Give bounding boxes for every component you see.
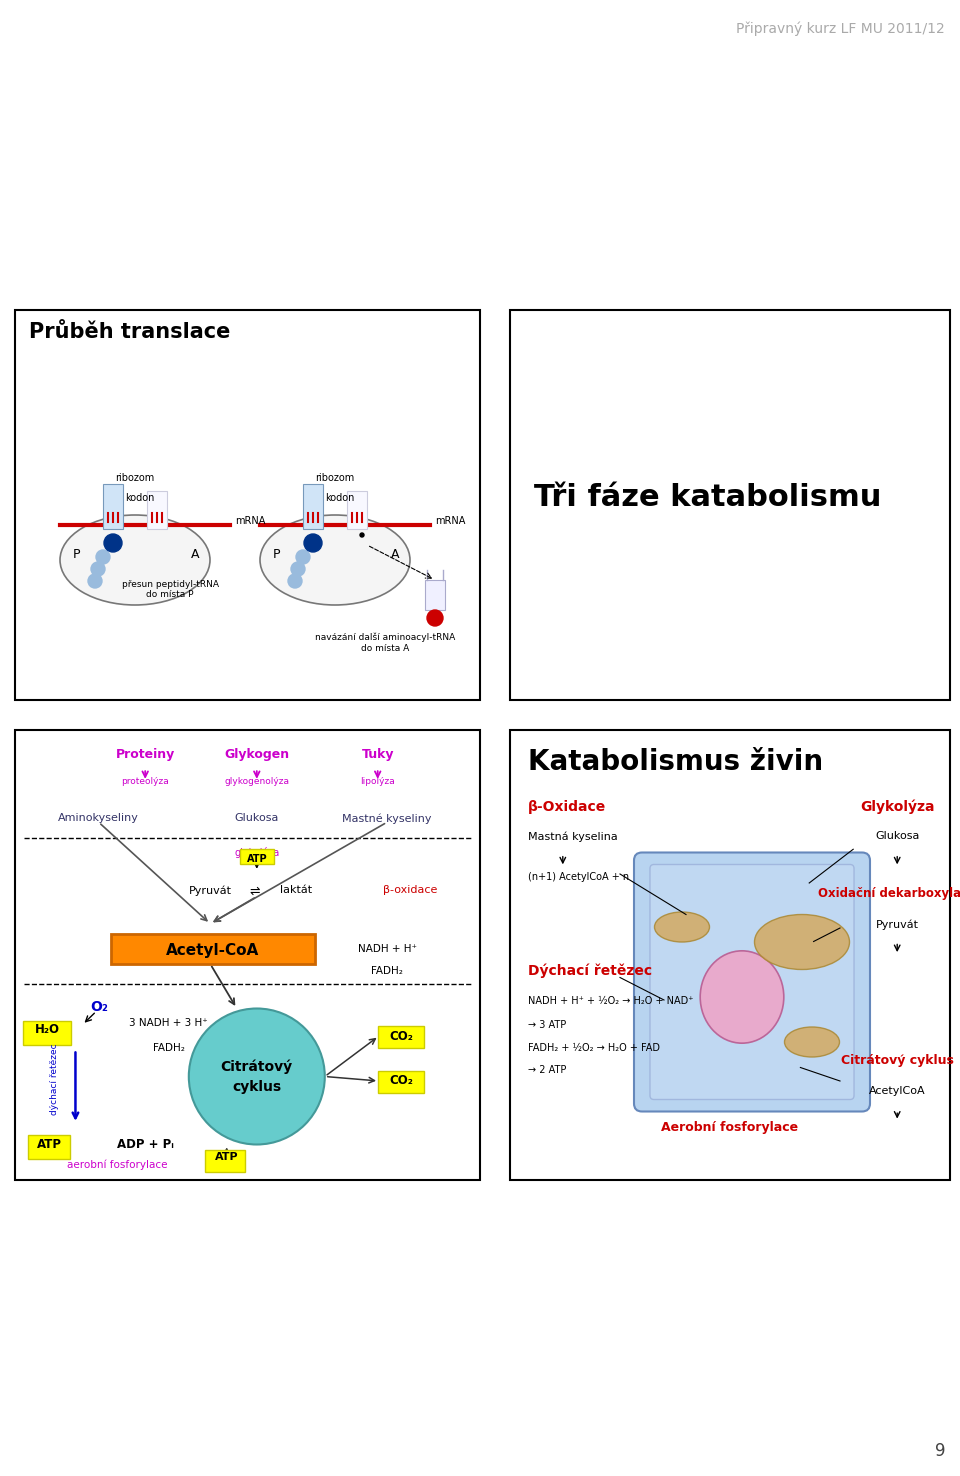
Circle shape bbox=[296, 551, 310, 564]
Text: Citrátový: Citrátový bbox=[221, 1060, 293, 1073]
Text: A: A bbox=[391, 549, 399, 561]
Text: proteolýza: proteolýza bbox=[121, 778, 169, 787]
FancyBboxPatch shape bbox=[378, 1026, 424, 1048]
Text: FADH₂: FADH₂ bbox=[153, 1042, 184, 1052]
Text: 9: 9 bbox=[934, 1442, 945, 1460]
Text: Citrátový cyklus: Citrátový cyklus bbox=[841, 1054, 953, 1067]
Bar bbox=[510, 731, 950, 1179]
Ellipse shape bbox=[60, 515, 210, 605]
Text: → 2 ATP: → 2 ATP bbox=[528, 1066, 566, 1075]
Text: ATP: ATP bbox=[37, 1138, 62, 1150]
Text: Proteiny: Proteiny bbox=[115, 748, 175, 762]
Text: dýchací řetězec: dýchací řetězec bbox=[50, 1044, 59, 1114]
Circle shape bbox=[91, 562, 105, 576]
Text: Glykolýza: Glykolýza bbox=[860, 800, 934, 815]
Text: navázání další aminoacyl-tRNA
do místa A: navázání další aminoacyl-tRNA do místa A bbox=[315, 633, 455, 652]
Text: Glukosa: Glukosa bbox=[875, 831, 920, 841]
Circle shape bbox=[96, 551, 110, 564]
Text: Aerobní fosforylace: Aerobní fosforylace bbox=[661, 1122, 799, 1135]
FancyBboxPatch shape bbox=[634, 853, 870, 1111]
Text: CO₂: CO₂ bbox=[389, 1075, 413, 1088]
Text: P: P bbox=[73, 549, 81, 561]
Text: přesun peptidyl-tRNA
do místa P: přesun peptidyl-tRNA do místa P bbox=[122, 580, 219, 599]
Text: Tuky: Tuky bbox=[362, 748, 394, 762]
Text: Oxidační dekarboxylace: Oxidační dekarboxylace bbox=[818, 887, 960, 900]
Bar bbox=[347, 492, 367, 528]
Text: CO₂: CO₂ bbox=[389, 1029, 413, 1042]
Circle shape bbox=[288, 574, 302, 587]
Text: Tři fáze katabolismu: Tři fáze katabolismu bbox=[535, 483, 881, 512]
FancyBboxPatch shape bbox=[28, 1135, 70, 1159]
Text: Aminokyseliny: Aminokyseliny bbox=[59, 813, 139, 824]
Text: NADH + H⁺ + ½O₂ → H₂O + NAD⁺: NADH + H⁺ + ½O₂ → H₂O + NAD⁺ bbox=[528, 995, 693, 1005]
Text: NADH + H⁺: NADH + H⁺ bbox=[357, 943, 417, 953]
Text: kodon: kodon bbox=[126, 493, 155, 503]
Text: Glykogen: Glykogen bbox=[225, 748, 289, 762]
Text: FADH₂: FADH₂ bbox=[372, 967, 403, 976]
Ellipse shape bbox=[784, 1027, 839, 1057]
Bar bbox=[103, 484, 123, 528]
Text: Mastná kyselina: Mastná kyselina bbox=[528, 831, 617, 841]
Text: ribozom: ribozom bbox=[316, 472, 354, 483]
Text: AcetylCoA: AcetylCoA bbox=[869, 1085, 925, 1095]
Text: ribozom: ribozom bbox=[115, 472, 155, 483]
Text: ⇌: ⇌ bbox=[250, 886, 260, 899]
Text: Acetyl-CoA: Acetyl-CoA bbox=[166, 943, 259, 958]
Circle shape bbox=[189, 1008, 324, 1144]
FancyBboxPatch shape bbox=[650, 865, 854, 1100]
Text: mRNA: mRNA bbox=[435, 517, 466, 525]
Text: aerobní fosforylace: aerobní fosforylace bbox=[67, 1159, 168, 1169]
Text: ATP: ATP bbox=[247, 855, 267, 863]
Text: glykogenolýza: glykogenolýza bbox=[225, 778, 289, 787]
Bar bbox=[15, 731, 480, 1179]
Ellipse shape bbox=[755, 915, 850, 970]
Text: 3 NADH + 3 H⁺: 3 NADH + 3 H⁺ bbox=[129, 1018, 207, 1027]
Text: Průběh translace: Průběh translace bbox=[29, 322, 230, 342]
Text: Mastné kyseliny: Mastné kyseliny bbox=[343, 813, 432, 824]
Text: Pyruvát: Pyruvát bbox=[876, 920, 919, 930]
Text: laktát: laktát bbox=[280, 886, 312, 896]
Bar bbox=[425, 580, 445, 610]
Text: mRNA: mRNA bbox=[235, 517, 265, 525]
Ellipse shape bbox=[260, 515, 410, 605]
Text: FADH₂ + ½O₂ → H₂O + FAD: FADH₂ + ½O₂ → H₂O + FAD bbox=[528, 1042, 660, 1052]
Text: lipolýza: lipolýza bbox=[360, 778, 396, 787]
Text: A: A bbox=[191, 549, 200, 561]
Text: β-Oxidace: β-Oxidace bbox=[528, 800, 606, 813]
Text: → 3 ATP: → 3 ATP bbox=[528, 1020, 565, 1030]
Text: β-oxidace: β-oxidace bbox=[383, 886, 438, 896]
Text: cyklus: cyklus bbox=[232, 1079, 281, 1094]
Ellipse shape bbox=[700, 951, 783, 1044]
Text: Dýchací řetězec: Dýchací řetězec bbox=[528, 964, 652, 979]
Text: glykolýza: glykolýza bbox=[234, 847, 279, 858]
Circle shape bbox=[427, 610, 443, 626]
FancyBboxPatch shape bbox=[378, 1072, 424, 1094]
FancyBboxPatch shape bbox=[110, 934, 315, 964]
Bar bbox=[147, 492, 167, 528]
FancyBboxPatch shape bbox=[23, 1020, 71, 1045]
Circle shape bbox=[104, 534, 122, 552]
Bar bbox=[303, 484, 323, 528]
Circle shape bbox=[291, 562, 305, 576]
Text: Pyruvát: Pyruvát bbox=[189, 886, 231, 896]
Text: (n+1) AcetylCoA + n NADH + n FADH₂: (n+1) AcetylCoA + n NADH + n FADH₂ bbox=[528, 872, 715, 881]
Text: P: P bbox=[274, 549, 280, 561]
Circle shape bbox=[88, 574, 102, 587]
Bar bbox=[15, 310, 480, 700]
FancyBboxPatch shape bbox=[204, 1150, 245, 1172]
Circle shape bbox=[360, 533, 364, 537]
Text: O₂: O₂ bbox=[90, 999, 108, 1014]
Text: Katabolismus živin: Katabolismus živin bbox=[528, 748, 823, 776]
Ellipse shape bbox=[655, 912, 709, 942]
Circle shape bbox=[304, 534, 322, 552]
Bar bbox=[510, 310, 950, 700]
Text: H₂O: H₂O bbox=[36, 1023, 60, 1036]
Text: ADP + Pᵢ: ADP + Pᵢ bbox=[117, 1138, 174, 1150]
FancyBboxPatch shape bbox=[240, 849, 274, 863]
Text: Připravný kurz LF MU 2011/12: Připravný kurz LF MU 2011/12 bbox=[736, 22, 945, 37]
Text: ATP: ATP bbox=[215, 1153, 238, 1163]
Text: kodon: kodon bbox=[325, 493, 354, 503]
Text: Glukosa: Glukosa bbox=[234, 813, 279, 824]
